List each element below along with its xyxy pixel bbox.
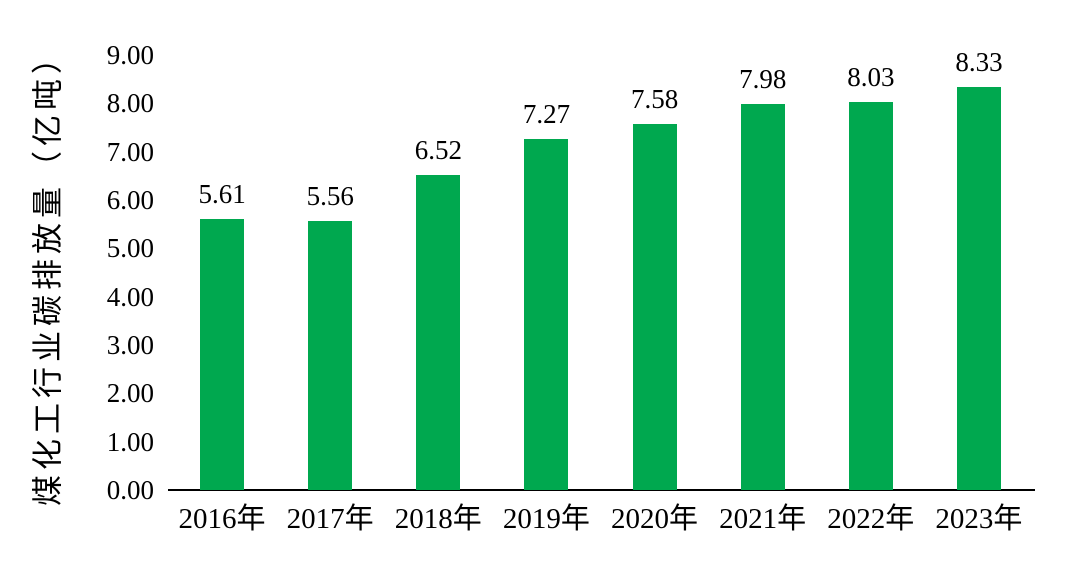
y-axis-tick-label: 9.00 [106, 40, 154, 70]
bar-2020 [632, 123, 677, 490]
x-axis-label: 2018年 [394, 503, 482, 535]
bar-2019 [524, 138, 569, 490]
plot-area: 5.61 5.56 6.52 7.27 7.58 7.98 8.03 8.33 [168, 0, 1035, 586]
y-axis-tick-label: 4.00 [106, 281, 154, 312]
y-axis-tick-label: 3.00 [106, 330, 154, 360]
bar-2021 [740, 104, 785, 490]
bar-value-label: 7.58 [630, 83, 679, 114]
x-axis-label: 2017年 [286, 503, 374, 535]
bar-value-label: 5.56 [306, 181, 354, 212]
bar-2017 [308, 221, 353, 490]
bar-value-label: 7.27 [522, 98, 571, 129]
y-axis-tick-labels: 0.00 1.00 2.00 3.00 4.00 5.00 6.00 7.00 8.00 9.00 [88, 0, 154, 586]
bar-2016 [200, 218, 245, 490]
x-axis-labels: 2016年 2017年 2018年 2019年 2020年 2021年 2022年 2023年 [168, 502, 1033, 542]
bar-value-label: 7.98 [739, 64, 787, 95]
x-axis-label: 2016年 [178, 503, 266, 535]
y-axis-tick-label: 8.00 [106, 88, 154, 119]
bar-2023 [956, 87, 1001, 490]
x-axis-label: 2022年 [827, 503, 915, 535]
x-axis-label: 2020年 [611, 503, 699, 535]
y-axis-tick-label: 1.00 [106, 426, 154, 457]
bar-value-label: 6.52 [414, 134, 462, 165]
y-axis-tick-label: 0.00 [106, 475, 154, 505]
x-axis-label: 2021年 [719, 503, 807, 535]
bar-2022 [848, 101, 893, 490]
y-axis-tick-label: 7.00 [106, 136, 154, 167]
x-axis-label: 2019年 [502, 503, 590, 535]
y-axis-tick-label: 5.00 [106, 233, 154, 264]
bar-value-label: 5.61 [198, 178, 246, 209]
bar-value-label: 8.03 [847, 61, 895, 92]
x-axis-line [168, 489, 1035, 491]
x-axis-label: 2023年 [935, 503, 1023, 535]
y-axis-tick-label: 2.00 [106, 378, 154, 409]
bar-2018 [416, 174, 461, 490]
bar-value-label: 8.33 [955, 47, 1003, 78]
y-axis-title: 煤化工行业碳排放量（亿吨） [30, 38, 66, 506]
y-axis-tick-label: 6.00 [106, 185, 154, 215]
